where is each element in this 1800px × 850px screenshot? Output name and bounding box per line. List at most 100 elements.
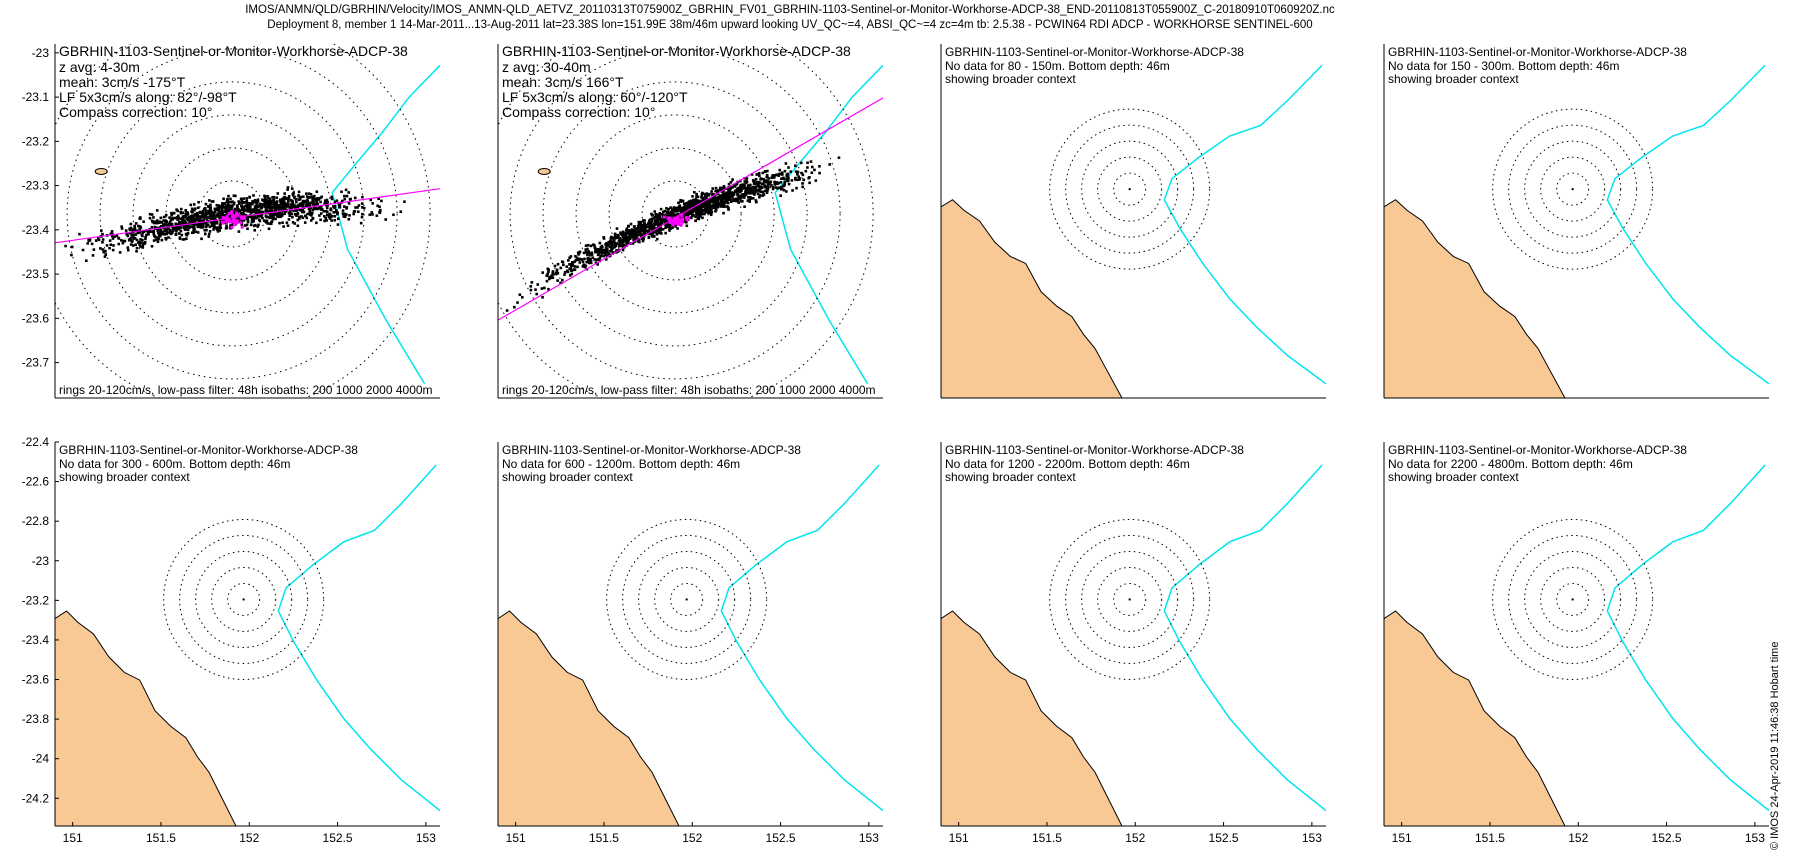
- velocity-ring: [55, 44, 431, 398]
- velocity-ring: [211, 566, 277, 632]
- panel-text-line: LF 5x3cm/s along: 60°/-120°T: [502, 89, 688, 105]
- y-tick-label: -23.4: [22, 633, 50, 647]
- plot-area: [1384, 464, 1769, 826]
- velocity-ring: [99, 81, 365, 347]
- mooring-marker: [1571, 188, 1574, 191]
- land-mass: [55, 610, 237, 826]
- y-tick-label: -23.3: [22, 179, 50, 193]
- panel-text-line: showing broader context: [945, 470, 1076, 484]
- panel-3: GBRHIN-1103-Sentinel-or-Monitor-Workhors…: [940, 44, 1326, 399]
- panel-title: GBRHIN-1103-Sentinel-or-Monitor-Workhors…: [1388, 443, 1687, 457]
- mooring-marker: [685, 598, 688, 601]
- panel-text-line: showing broader context: [502, 470, 633, 484]
- panel-4: GBRHIN-1103-Sentinel-or-Monitor-Workhors…: [1383, 44, 1769, 399]
- x-tick-label: 153: [1745, 831, 1765, 845]
- panel-title: GBRHIN-1103-Sentinel-or-Monitor-Workhors…: [502, 443, 801, 457]
- velocity-ring: [1049, 518, 1211, 680]
- plot-area: [55, 464, 440, 826]
- mooring-marker: [1128, 598, 1131, 601]
- panel-6: GBRHIN-1103-Sentinel-or-Monitor-Workhors…: [497, 442, 883, 845]
- mooring-marker: [242, 598, 245, 601]
- panel-text-line: No data for 150 - 300m. Bottom depth: 46…: [1388, 59, 1619, 73]
- velocity-ring: [1492, 108, 1654, 270]
- velocity-ring: [670, 582, 704, 616]
- velocity-ring: [198, 180, 266, 248]
- panel-title: GBRHIN-1103-Sentinel-or-Monitor-Workhors…: [59, 443, 358, 457]
- isobath-line: [720, 464, 883, 812]
- scatter-cloud: [505, 156, 841, 312]
- velocity-ring: [622, 534, 752, 664]
- velocity-ring: [1113, 172, 1147, 206]
- isobath-line: [1163, 464, 1326, 812]
- velocity-ring: [1524, 140, 1622, 238]
- panel-text-line: No data for 2200 - 4800m. Bottom depth: …: [1388, 457, 1633, 471]
- panel-7: GBRHIN-1103-Sentinel-or-Monitor-Workhors…: [940, 442, 1326, 845]
- x-tick-label: 152.5: [766, 831, 796, 845]
- x-tick-label: 151.5: [1032, 831, 1062, 845]
- y-tick-label: -24: [32, 752, 50, 766]
- x-tick-label: 151: [949, 831, 969, 845]
- x-tick-label: 151: [1392, 831, 1412, 845]
- land-islet: [537, 167, 551, 175]
- x-tick-label: 152: [1125, 831, 1145, 845]
- velocity-ring: [498, 44, 874, 398]
- y-tick-label: -23.4: [22, 223, 50, 237]
- panel-text-line: z avg: 4-30m: [59, 59, 140, 75]
- velocity-ring: [1508, 534, 1638, 664]
- x-tick-label: 151.5: [589, 831, 619, 845]
- isobath-line: [1606, 464, 1769, 812]
- panel-2: rings 20-120cm/s, low-pass filter: 48h i…: [497, 43, 883, 399]
- y-tick-label: -23.2: [22, 593, 50, 607]
- x-tick-label: 151.5: [1475, 831, 1505, 845]
- panel-title: GBRHIN-1103-Sentinel-or-Monitor-Workhors…: [945, 45, 1244, 59]
- velocity-ring: [1065, 124, 1195, 254]
- land-mass: [1384, 199, 1566, 398]
- panel-text-line: No data for 600 - 1200m. Bottom depth: 4…: [502, 457, 740, 471]
- x-tick-label: 151.5: [146, 831, 176, 845]
- velocity-ring: [542, 81, 808, 347]
- y-tick-label: -23.8: [22, 712, 50, 726]
- velocity-ring: [1508, 124, 1638, 254]
- panel-text-line: mean: 3cm/s 166°T: [502, 74, 624, 90]
- x-tick-label: 151: [506, 831, 526, 845]
- plot-area: [941, 64, 1326, 398]
- panel-1: rings 20-120cm/s, low-pass filter: 48h i…: [22, 43, 440, 399]
- panel-footer: rings 20-120cm/s, low-pass filter: 48h i…: [59, 383, 433, 397]
- panel-text-line: z avg: 30-40m: [502, 59, 591, 75]
- velocity-ring: [575, 114, 775, 314]
- panel-text-line: mean: 3cm/s -175°T: [59, 74, 186, 90]
- y-tick-label: -22.4: [22, 435, 50, 449]
- panel-text-line: Compass correction: 10°: [502, 104, 655, 120]
- panel-text-line: LF 5x3cm/s along: 82°/-98°T: [59, 89, 237, 105]
- panel-text-line: No data for 300 - 600m. Bottom depth: 46…: [59, 457, 290, 471]
- land-islet: [94, 167, 108, 175]
- x-tick-label: 152.5: [323, 831, 353, 845]
- panel-footer: rings 20-120cm/s, low-pass filter: 48h i…: [502, 383, 876, 397]
- velocity-ring: [1065, 534, 1195, 664]
- principal-axis-line: [55, 188, 440, 244]
- velocity-ring: [1540, 566, 1606, 632]
- plot-area: [55, 44, 440, 398]
- y-tick-label: -23.6: [22, 673, 50, 687]
- figure-subtitle: Deployment 8, member 1 14-Mar-2011...13-…: [267, 19, 1313, 31]
- land-mass: [941, 610, 1123, 826]
- panel-title: GBRHIN-1103-Sentinel-or-Monitor-Workhors…: [945, 443, 1244, 457]
- velocity-ring: [654, 566, 720, 632]
- isobath-line: [1163, 64, 1326, 385]
- y-tick-label: -23.6: [22, 311, 50, 325]
- y-tick-label: -23: [32, 46, 50, 60]
- panel-text-line: showing broader context: [1388, 470, 1519, 484]
- velocity-ring: [163, 518, 325, 680]
- velocity-ring: [1540, 156, 1606, 222]
- x-tick-label: 152: [1568, 831, 1588, 845]
- x-tick-label: 153: [1302, 831, 1322, 845]
- panel-title: GBRHIN-1103-Sentinel-or-Monitor-Workhors…: [1388, 45, 1687, 59]
- velocity-ring: [1097, 156, 1163, 222]
- panel-title: GBRHIN-1103-Sentinel-or-Monitor-Workhors…: [59, 43, 408, 59]
- x-tick-label: 152.5: [1652, 831, 1682, 845]
- panel-text-line: showing broader context: [1388, 72, 1519, 86]
- figure-title: IMOS/ANMN/QLD/GBRHIN/Velocity/IMOS_ANMN-…: [245, 4, 1335, 16]
- velocity-ring: [179, 534, 309, 664]
- scatter-cloud: [64, 186, 406, 262]
